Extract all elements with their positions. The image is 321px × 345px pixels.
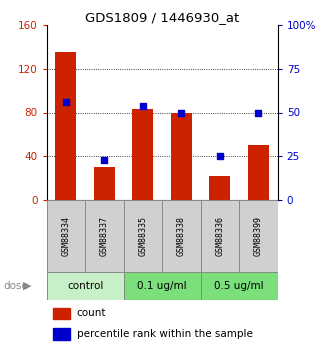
Bar <box>132 109 153 200</box>
Bar <box>54 308 70 319</box>
Text: GSM88335: GSM88335 <box>138 216 147 256</box>
Text: ▶: ▶ <box>22 281 31 291</box>
Text: control: control <box>67 281 103 291</box>
Bar <box>47 200 85 272</box>
Text: GSM88337: GSM88337 <box>100 216 109 256</box>
Bar <box>47 272 124 300</box>
Point <box>179 110 184 115</box>
Bar <box>85 200 124 272</box>
Bar <box>171 112 192 200</box>
Text: GSM88338: GSM88338 <box>177 216 186 256</box>
Bar <box>209 176 230 200</box>
Title: GDS1809 / 1446930_at: GDS1809 / 1446930_at <box>85 11 239 24</box>
Bar <box>124 200 162 272</box>
Text: 0.5 ug/ml: 0.5 ug/ml <box>214 281 264 291</box>
Bar <box>201 200 239 272</box>
Point <box>63 99 68 105</box>
Bar <box>94 167 115 200</box>
Bar <box>124 272 201 300</box>
Bar <box>239 200 278 272</box>
Text: percentile rank within the sample: percentile rank within the sample <box>77 329 252 339</box>
Point <box>256 110 261 115</box>
Text: GSM88399: GSM88399 <box>254 216 263 256</box>
Point <box>102 157 107 162</box>
Bar <box>201 272 278 300</box>
Text: dose: dose <box>3 281 28 291</box>
Text: count: count <box>77 308 106 318</box>
Text: GSM88336: GSM88336 <box>215 216 224 256</box>
Point <box>140 103 145 108</box>
Bar <box>248 145 269 200</box>
Text: 0.1 ug/ml: 0.1 ug/ml <box>137 281 187 291</box>
Bar <box>55 52 76 200</box>
Text: GSM88334: GSM88334 <box>61 216 70 256</box>
Point <box>217 154 222 159</box>
Bar <box>162 200 201 272</box>
Bar <box>54 328 70 339</box>
